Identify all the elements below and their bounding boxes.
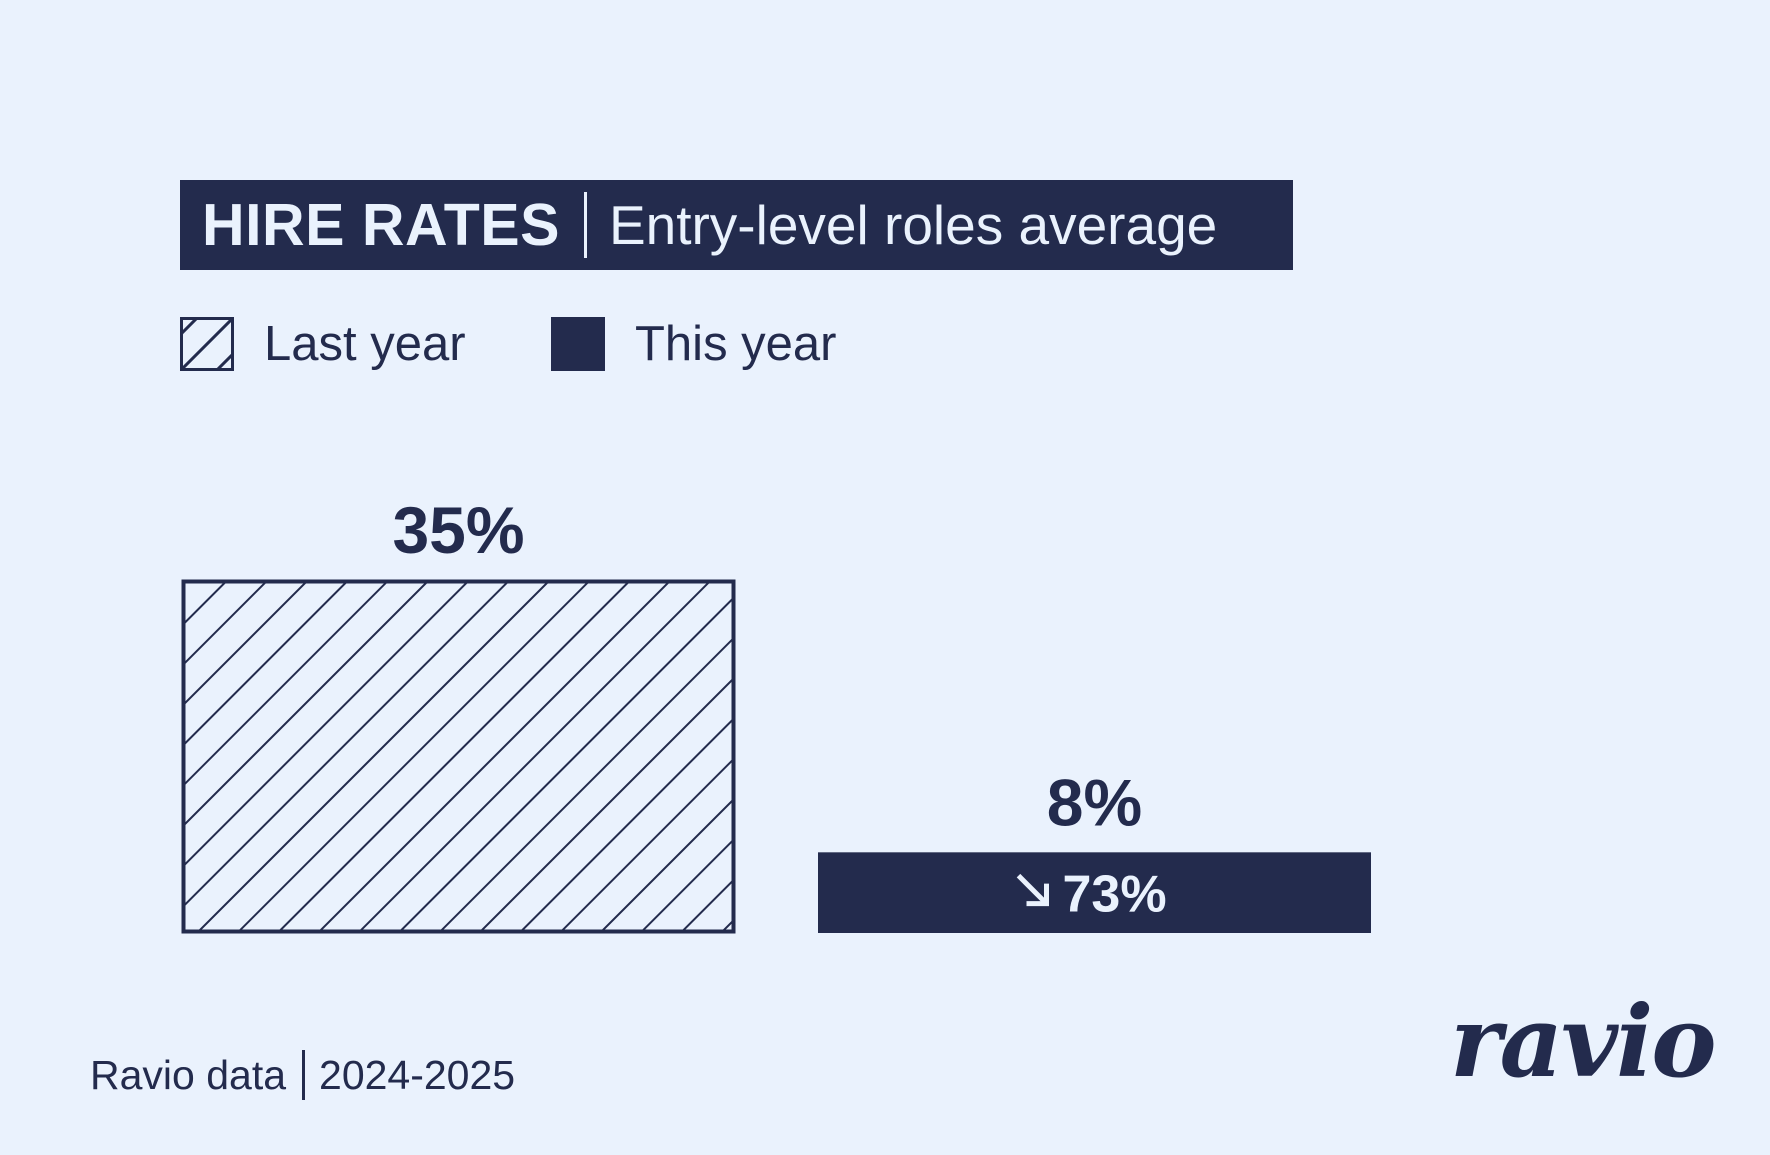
bar-this-year <box>818 852 1371 933</box>
bar-last-year <box>181 579 736 934</box>
solid-swatch-icon <box>551 317 605 371</box>
change-label: 73% <box>1063 866 1167 924</box>
ravio-logo: ravio <box>1450 985 1717 1100</box>
source-name: Ravio data <box>90 1051 287 1098</box>
chart-title: HIRE RATES <box>202 192 560 258</box>
chart-title-bar: HIRE RATES Entry-level roles average <box>180 180 1293 270</box>
legend-label: Last year <box>264 317 466 371</box>
legend-item-last-year: Last year <box>180 316 466 372</box>
source-period: 2024-2025 <box>319 1051 516 1098</box>
chart-subtitle: Entry-level roles average <box>608 194 1218 256</box>
source-divider <box>302 1050 306 1100</box>
data-label: 35% <box>392 493 524 567</box>
hatched-swatch-icon <box>180 317 234 371</box>
legend-label: This year <box>635 317 837 371</box>
title-divider <box>583 192 587 258</box>
arrow-down-right-icon <box>1016 873 1049 907</box>
data-label: 8% <box>1047 765 1142 839</box>
source-note: Ravio data 2024-2025 <box>90 1050 515 1100</box>
legend-item-this-year: This year <box>551 316 837 372</box>
